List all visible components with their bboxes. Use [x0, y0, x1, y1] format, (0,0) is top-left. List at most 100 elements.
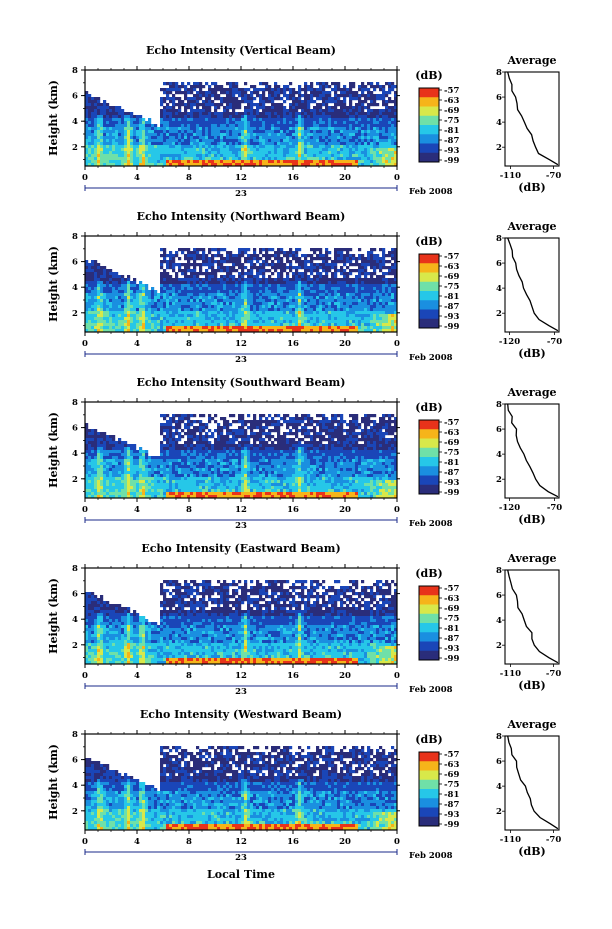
heatmap-cell — [136, 133, 140, 137]
heatmap-cell — [346, 323, 350, 327]
heatmap-cell — [352, 305, 356, 309]
heatmap-cell — [178, 124, 182, 128]
heatmap-cell — [382, 145, 386, 149]
heatmap-cell — [355, 293, 359, 297]
heatmap-cell — [385, 106, 389, 110]
heatmap-cell — [91, 124, 95, 128]
heatmap-cell — [301, 299, 305, 303]
heatmap-cell — [253, 320, 257, 324]
heatmap-cell — [106, 320, 110, 324]
heatmap-cell — [262, 142, 266, 146]
heatmap-cell — [250, 121, 254, 125]
heatmap-cell — [91, 281, 95, 285]
heatmap-cell — [364, 311, 368, 315]
heatmap-cell — [307, 139, 311, 143]
heatmap-cell — [316, 287, 320, 291]
heatmap-cell — [205, 323, 209, 327]
average-x-label: (dB) — [518, 181, 545, 194]
heatmap-cell — [310, 317, 314, 321]
heatmap-cell — [352, 293, 356, 297]
heatmap-cell — [325, 302, 329, 306]
heatmap-cell — [349, 133, 353, 137]
heatmap-cell — [88, 269, 92, 273]
heatmap-cell — [337, 290, 341, 294]
heatmap-cell — [373, 278, 377, 282]
heatmap-cell — [295, 160, 299, 164]
heatmap-cell — [142, 290, 146, 294]
heatmap-cell — [325, 133, 329, 137]
heatmap-cell — [355, 136, 359, 140]
heatmap-cell — [109, 275, 113, 279]
heatmap-cell — [247, 260, 251, 264]
heatmap-cell — [88, 272, 92, 276]
heatmap-cell — [190, 290, 194, 294]
heatmap-cell — [193, 124, 197, 128]
heatmap-cell — [244, 314, 248, 318]
heatmap-cell — [370, 326, 374, 330]
heatmap-cell — [256, 281, 260, 285]
heatmap-cell — [190, 254, 194, 258]
heatmap-cell — [313, 284, 317, 288]
heatmap-cell — [268, 112, 272, 116]
heatmap-cell — [160, 88, 164, 92]
heatmap-cell — [115, 160, 119, 164]
heatmap-cell — [265, 136, 269, 140]
heatmap-cell — [265, 85, 269, 89]
heatmap-cell — [184, 299, 188, 303]
heatmap-cell — [367, 305, 371, 309]
heatmap-cell — [190, 269, 194, 273]
heatmap-cell — [265, 118, 269, 122]
heatmap-cell — [373, 109, 377, 113]
heatmap-cell — [94, 284, 98, 288]
heatmap-cell — [334, 139, 338, 143]
heatmap-cell — [175, 311, 179, 315]
heatmap-cell — [274, 142, 278, 146]
heatmap-cell — [100, 157, 104, 161]
heatmap-cell — [166, 287, 170, 291]
heatmap-cell — [130, 287, 134, 291]
heatmap-cell — [187, 148, 191, 152]
heatmap-cell — [118, 326, 122, 330]
heatmap-cell — [160, 302, 164, 306]
heatmap-cell — [364, 305, 368, 309]
heatmap-cell — [256, 94, 260, 98]
heatmap-cell — [340, 314, 344, 318]
heatmap-cell — [157, 148, 161, 152]
heatmap-cell — [325, 85, 329, 89]
heatmap-cell — [238, 121, 242, 125]
heatmap-cell — [313, 115, 317, 119]
heatmap-cell — [316, 263, 320, 267]
heatmap-cell — [211, 145, 215, 149]
heatmap-cell — [277, 248, 281, 252]
heatmap-cell — [148, 124, 152, 128]
heatmap-cell — [343, 88, 347, 92]
heatmap-cell — [304, 157, 308, 161]
heatmap-cell — [136, 290, 140, 294]
heatmap-cell — [370, 254, 374, 258]
heatmap-cell — [151, 308, 155, 312]
heatmap-cell — [127, 133, 131, 137]
heatmap-cell — [328, 151, 332, 155]
heatmap-cell — [334, 308, 338, 312]
heatmap-cell — [391, 82, 395, 86]
heatmap-cell — [100, 109, 104, 113]
heatmap-cell — [322, 293, 326, 297]
heatmap-cell — [202, 290, 206, 294]
heatmap-cell — [172, 329, 176, 333]
heatmap-cell — [250, 323, 254, 327]
heatmap-cell — [283, 314, 287, 318]
heatmap-cell — [262, 278, 266, 282]
heatmap-cell — [277, 136, 281, 140]
heatmap-cell — [241, 121, 245, 125]
heatmap-cell — [103, 124, 107, 128]
heatmap-cell — [169, 85, 173, 89]
heatmap-cell — [262, 130, 266, 134]
heatmap-cell — [343, 103, 347, 107]
heatmap-cell — [190, 103, 194, 107]
heatmap-cell — [154, 290, 158, 294]
heatmap-cell — [94, 323, 98, 327]
heatmap-cell — [166, 106, 170, 110]
heatmap-cell — [220, 142, 224, 146]
heatmap-cell — [184, 311, 188, 315]
heatmap-cell — [214, 85, 218, 89]
